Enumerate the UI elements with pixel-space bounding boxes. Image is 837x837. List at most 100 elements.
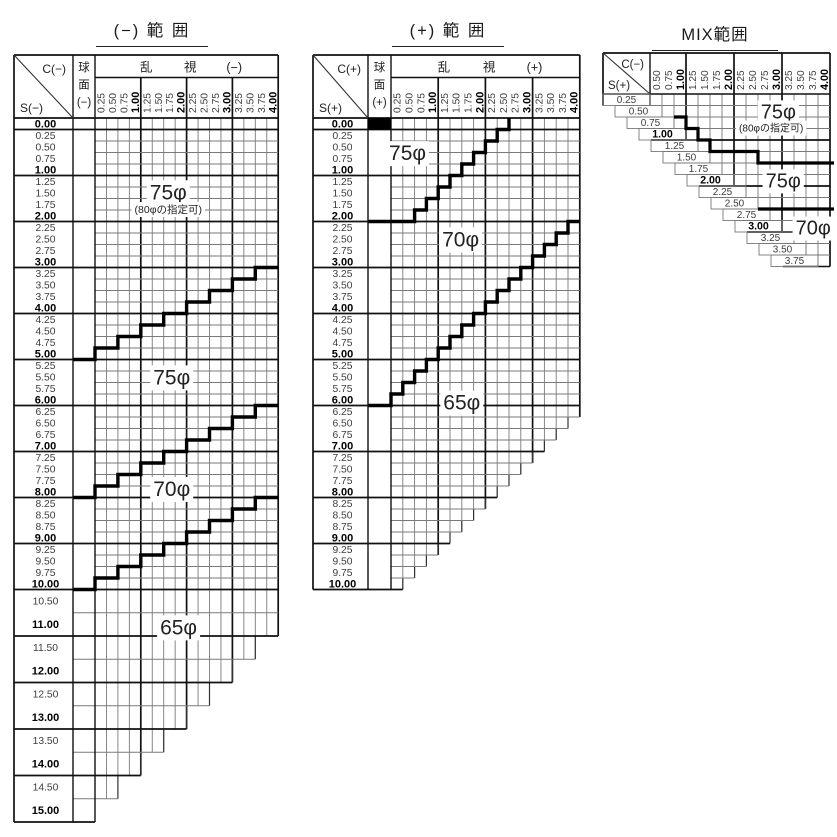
svg-text:5.25: 5.25: [35, 361, 55, 372]
svg-text:4.25: 4.25: [35, 315, 55, 326]
svg-text:6.50: 6.50: [35, 418, 55, 429]
svg-text:3.75: 3.75: [257, 93, 268, 113]
svg-text:0.00: 0.00: [332, 118, 353, 130]
svg-text:9.75: 9.75: [332, 568, 352, 579]
svg-text:4.00: 4.00: [35, 302, 56, 314]
svg-text:2.75: 2.75: [211, 93, 222, 113]
svg-text:8.75: 8.75: [332, 522, 352, 533]
svg-text:75φ: 75φ: [766, 170, 801, 192]
svg-text:1.00: 1.00: [675, 69, 687, 90]
svg-text:14.50: 14.50: [33, 783, 59, 794]
svg-text:乱: 乱: [140, 61, 153, 75]
svg-text:1.75: 1.75: [35, 200, 55, 211]
svg-text:2.25: 2.25: [713, 187, 733, 198]
svg-text:4.50: 4.50: [35, 326, 55, 337]
svg-text:0.75: 0.75: [664, 70, 675, 90]
svg-text:4.00: 4.00: [267, 92, 279, 113]
svg-text:9.25: 9.25: [35, 545, 55, 556]
svg-text:2.00: 2.00: [332, 210, 353, 222]
svg-text:5.25: 5.25: [332, 361, 352, 372]
svg-text:13.50: 13.50: [33, 736, 59, 747]
svg-text:7.25: 7.25: [332, 453, 352, 464]
svg-text:13.00: 13.00: [32, 712, 60, 724]
svg-text:3.25: 3.25: [332, 269, 352, 280]
svg-text:75φ: 75φ: [150, 181, 187, 204]
svg-text:0.25: 0.25: [393, 93, 404, 113]
svg-text:65φ: 65φ: [443, 392, 480, 415]
svg-text:7.50: 7.50: [332, 464, 352, 475]
svg-text:7.00: 7.00: [35, 440, 56, 452]
svg-text:S(+): S(+): [608, 80, 630, 92]
svg-text:3.00: 3.00: [771, 69, 783, 90]
svg-text:8.00: 8.00: [35, 486, 56, 498]
svg-text:C(+): C(+): [337, 62, 361, 76]
svg-text:8.50: 8.50: [332, 510, 352, 521]
chart-title-mix-range: MIX範囲: [652, 21, 778, 51]
svg-text:0.00: 0.00: [35, 118, 56, 130]
svg-text:1.00: 1.00: [35, 164, 56, 176]
svg-text:3.50: 3.50: [332, 280, 352, 291]
svg-text:0.25: 0.25: [97, 93, 108, 113]
svg-text:2.25: 2.25: [332, 223, 352, 234]
svg-text:2.25: 2.25: [188, 93, 199, 113]
svg-text:3.25: 3.25: [35, 269, 55, 280]
svg-text:3.00: 3.00: [332, 256, 353, 268]
svg-text:1.75: 1.75: [689, 164, 709, 175]
svg-text:2.50: 2.50: [200, 93, 211, 113]
svg-text:2.00: 2.00: [176, 92, 188, 113]
svg-text:8.50: 8.50: [35, 510, 55, 521]
svg-text:2.25: 2.25: [736, 70, 747, 90]
svg-text:0.50: 0.50: [405, 93, 416, 113]
svg-text:12.50: 12.50: [33, 690, 59, 701]
chart-mix-range: C(−)S(+)0.250.500.751.001.251.501.752.00…: [602, 52, 834, 268]
svg-text:3.25: 3.25: [234, 93, 245, 113]
svg-text:2.75: 2.75: [760, 70, 771, 90]
svg-text:2.25: 2.25: [35, 223, 55, 234]
svg-text:3.25: 3.25: [534, 93, 545, 113]
svg-text:6.00: 6.00: [35, 394, 56, 406]
svg-text:1.25: 1.25: [332, 177, 352, 188]
svg-text:乱: 乱: [438, 61, 451, 75]
svg-text:1.50: 1.50: [677, 153, 697, 164]
svg-text:3.00: 3.00: [221, 92, 233, 113]
svg-text:2.75: 2.75: [737, 210, 757, 221]
svg-text:3.50: 3.50: [796, 70, 807, 90]
svg-text:4.75: 4.75: [332, 338, 352, 349]
svg-text:面: 面: [78, 80, 90, 92]
svg-text:1.00: 1.00: [332, 164, 353, 176]
svg-text:10.00: 10.00: [329, 578, 357, 590]
svg-text:4.00: 4.00: [569, 92, 581, 113]
svg-text:6.25: 6.25: [35, 407, 55, 418]
svg-text:1.25: 1.25: [688, 70, 699, 90]
svg-text:75φ: 75φ: [389, 142, 426, 165]
svg-text:C(−): C(−): [42, 62, 66, 76]
svg-text:7.50: 7.50: [35, 464, 55, 475]
svg-text:3.50: 3.50: [546, 93, 557, 113]
svg-text:面: 面: [374, 80, 386, 92]
svg-text:2.50: 2.50: [725, 199, 745, 210]
svg-text:11.50: 11.50: [33, 643, 58, 654]
svg-text:2.00: 2.00: [700, 175, 721, 187]
svg-text:S(+): S(+): [319, 101, 342, 115]
svg-text:65φ: 65φ: [160, 616, 197, 639]
svg-text:1.50: 1.50: [452, 93, 463, 113]
svg-text:9.50: 9.50: [35, 556, 55, 567]
svg-text:1.75: 1.75: [464, 93, 475, 113]
svg-text:1.25: 1.25: [142, 93, 153, 113]
svg-text:75φ: 75φ: [153, 366, 190, 389]
svg-text:視: 視: [184, 60, 197, 75]
svg-text:2.50: 2.50: [748, 70, 759, 90]
svg-text:6.75: 6.75: [332, 430, 352, 441]
svg-text:11.00: 11.00: [32, 619, 59, 631]
svg-text:球: 球: [78, 60, 90, 74]
svg-text:4.00: 4.00: [819, 69, 831, 90]
svg-text:10.50: 10.50: [33, 597, 59, 608]
svg-text:3.25: 3.25: [761, 233, 781, 244]
svg-text:70φ: 70φ: [796, 218, 831, 240]
svg-text:70φ: 70φ: [153, 478, 190, 501]
svg-text:C(−): C(−): [621, 59, 644, 71]
svg-text:6.75: 6.75: [35, 430, 55, 441]
svg-text:2.00: 2.00: [474, 92, 486, 113]
svg-text:1.50: 1.50: [332, 188, 352, 199]
